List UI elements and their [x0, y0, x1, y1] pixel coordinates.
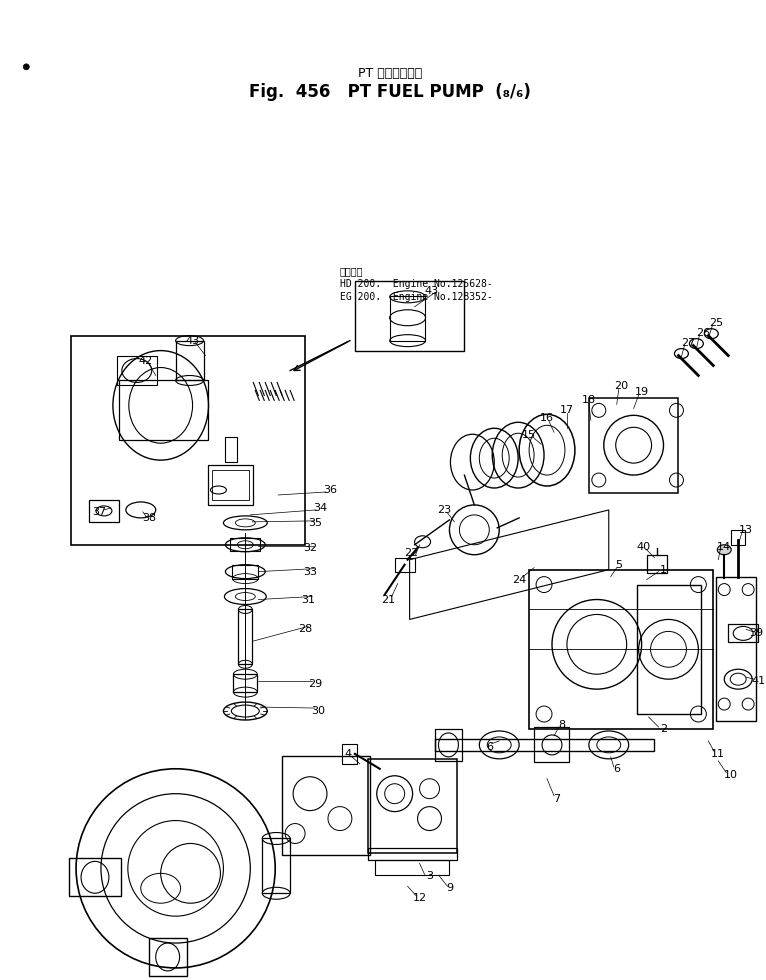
Text: 43: 43: [424, 286, 439, 296]
Text: 8: 8: [558, 720, 565, 730]
Text: 15: 15: [522, 430, 536, 440]
Text: 適用号機: 適用号機: [340, 266, 363, 276]
Bar: [262, 839, 290, 893]
Text: 3: 3: [426, 871, 433, 881]
Bar: [355, 281, 464, 351]
Bar: [175, 341, 204, 380]
Text: 29: 29: [308, 679, 322, 689]
Text: PT フェルポンプ: PT フェルポンプ: [358, 68, 422, 80]
Text: 30: 30: [311, 706, 325, 716]
Text: 34: 34: [313, 503, 327, 513]
Text: 25: 25: [709, 318, 723, 327]
Text: 13: 13: [739, 525, 753, 535]
Bar: [232, 564, 258, 578]
Text: Fig.  456   PT FUEL PUMP  (₈/₆): Fig. 456 PT FUEL PUMP (₈/₆): [249, 82, 531, 101]
Bar: [342, 744, 357, 763]
Bar: [716, 576, 756, 721]
Bar: [208, 466, 254, 505]
Text: 10: 10: [724, 769, 738, 780]
Text: 28: 28: [298, 624, 313, 634]
Text: 24: 24: [512, 574, 526, 585]
Text: 26: 26: [696, 327, 710, 338]
Text: 40: 40: [637, 542, 650, 552]
Text: 41: 41: [751, 676, 765, 686]
Bar: [119, 380, 208, 440]
Text: 42: 42: [139, 356, 153, 366]
Text: 39: 39: [749, 628, 763, 638]
Text: 1: 1: [660, 564, 667, 574]
Bar: [71, 336, 305, 545]
Text: 38: 38: [142, 513, 155, 523]
Bar: [368, 849, 457, 860]
Ellipse shape: [717, 545, 732, 555]
Text: 19: 19: [634, 387, 649, 398]
Text: 4: 4: [345, 749, 352, 759]
Text: 23: 23: [437, 505, 451, 514]
Text: EG 200.  Engine No.128352-: EG 200. Engine No.128352-: [340, 292, 493, 302]
Bar: [434, 739, 653, 751]
Bar: [89, 500, 119, 522]
Text: 6: 6: [486, 742, 493, 752]
Text: 2: 2: [660, 724, 667, 734]
Text: 33: 33: [303, 566, 317, 576]
Text: 14: 14: [717, 542, 732, 552]
Bar: [390, 296, 424, 341]
Text: HD 200.  Engine No.125628-: HD 200. Engine No.125628-: [340, 279, 493, 289]
Text: 21: 21: [381, 595, 394, 605]
Text: 6: 6: [614, 763, 620, 774]
Bar: [234, 674, 257, 692]
Bar: [149, 938, 187, 976]
Text: 7: 7: [553, 794, 561, 804]
Bar: [225, 437, 237, 463]
Text: 9: 9: [446, 883, 453, 894]
Bar: [637, 585, 702, 714]
Bar: [394, 558, 414, 571]
Text: 16: 16: [540, 414, 554, 423]
Bar: [238, 610, 252, 664]
Text: 37: 37: [92, 507, 106, 516]
Bar: [375, 860, 450, 875]
Text: 35: 35: [308, 517, 322, 528]
Bar: [117, 356, 157, 385]
Bar: [529, 569, 713, 729]
Text: 43: 43: [185, 335, 200, 346]
Text: 22: 22: [404, 548, 419, 558]
Text: 17: 17: [560, 406, 574, 416]
Bar: [647, 555, 666, 572]
Bar: [231, 538, 260, 551]
Bar: [534, 727, 569, 761]
Bar: [728, 624, 758, 642]
Text: 11: 11: [712, 749, 725, 759]
Text: 5: 5: [615, 560, 622, 569]
Circle shape: [23, 64, 29, 70]
Bar: [212, 470, 249, 500]
Text: 32: 32: [303, 543, 317, 553]
Bar: [434, 729, 463, 760]
Bar: [589, 399, 679, 493]
Text: 27: 27: [681, 338, 696, 348]
Bar: [282, 756, 370, 856]
Text: 12: 12: [413, 893, 427, 904]
Text: 18: 18: [582, 395, 596, 406]
Bar: [732, 530, 745, 545]
Bar: [368, 759, 457, 854]
Text: 36: 36: [323, 485, 337, 495]
Text: 20: 20: [614, 381, 628, 391]
Text: 31: 31: [301, 595, 315, 605]
Bar: [69, 858, 121, 897]
